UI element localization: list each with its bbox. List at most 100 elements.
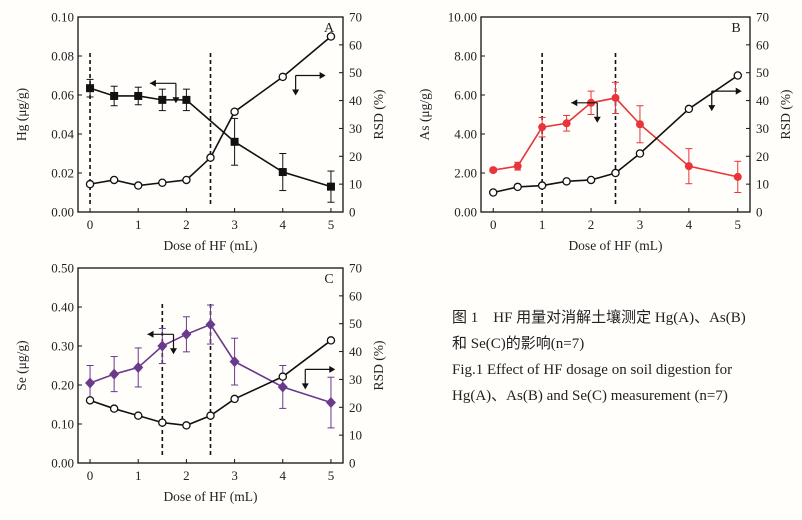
x-axis-label: Dose of HF (mL) — [568, 238, 662, 253]
data-point — [110, 91, 119, 100]
caption-en-line-1: Fig.1 Effect of HF dosage on soil digest… — [452, 362, 733, 378]
panel-label: A — [324, 21, 335, 36]
chart-panel-c: 0 1 2 3 4 5 0.00 0.10 0.20 0.30 0.40 0.50 0 10 20 30 40 5… — [14, 261, 386, 505]
left-axis-arrow — [147, 330, 177, 355]
data-point — [133, 411, 143, 420]
data-point — [562, 119, 571, 128]
y2-tick-label: 50 — [756, 65, 769, 80]
data-point — [635, 149, 645, 158]
x-tick-label: 0 — [87, 468, 94, 483]
panel-label: B — [731, 21, 740, 36]
data-point — [684, 162, 693, 171]
x-tick-label: 0 — [490, 217, 497, 232]
y2-tick-label: 10 — [349, 177, 362, 192]
data-point — [326, 336, 336, 345]
series-left-diamond — [85, 304, 336, 429]
y-tick-label: 8.00 — [454, 49, 477, 64]
data-point — [684, 104, 694, 114]
y2-tick-label: 30 — [756, 121, 769, 136]
chart-panel-a: 0 1 2 3 4 5 0.00 0.02 0.04 0.06 0.08 0.10 0 10 20 30 40 5… — [14, 10, 386, 254]
data-point — [109, 368, 120, 380]
caption-en-line-2: Hg(A)、As(B) and Se(C) measurement (n=7) — [452, 388, 728, 404]
data-point — [488, 188, 498, 197]
y2-tick-label: 0 — [756, 205, 763, 220]
data-point — [86, 84, 95, 93]
data-point — [562, 177, 571, 186]
data-point — [181, 328, 192, 340]
y2-tick-label: 20 — [349, 149, 362, 164]
data-point — [278, 72, 288, 82]
y2-tick-label: 20 — [349, 400, 362, 415]
caption-zh-line-1: 图 1 HF 用量对消解土壤测定 Hg(A)、As(B) — [452, 310, 746, 326]
x-axis-label: Dose of HF (mL) — [163, 489, 257, 504]
data-point — [278, 168, 287, 177]
x-axis-label: Dose of HF (mL) — [163, 238, 257, 253]
data-point — [326, 182, 335, 191]
data-point — [109, 404, 119, 413]
y-tick-label: 0.06 — [51, 88, 74, 103]
y-tick-label: 10.00 — [448, 10, 477, 25]
x-tick-label: 4 — [280, 468, 287, 483]
y2-tick-label: 70 — [349, 10, 362, 25]
data-point — [133, 361, 144, 373]
y-tick-label: 4.00 — [454, 127, 477, 142]
y2-axis-label: RSD (%) — [371, 90, 386, 140]
figure-caption: 图 1 HF 用量对消解土壤测定 Hg(A)、As(B) 和 Se(C)的影响(… — [452, 305, 797, 409]
y2-tick-label: 60 — [349, 37, 362, 52]
data-point — [538, 123, 547, 132]
right-axis-arrow — [292, 72, 326, 96]
right-axis-arrow — [708, 87, 742, 112]
left-axis-arrow — [149, 79, 180, 104]
y-axis-label: As (μg/g) — [417, 89, 432, 141]
y2-axis-label: RSD (%) — [371, 341, 386, 391]
y2-tick-label: 20 — [756, 149, 769, 164]
data-point — [611, 93, 620, 102]
x-tick-label: 1 — [539, 217, 546, 232]
panel-label: C — [324, 272, 333, 287]
data-point — [537, 181, 547, 190]
data-point — [157, 340, 168, 352]
y-tick-label: 0.08 — [51, 49, 74, 64]
data-point — [205, 319, 216, 331]
data-point — [611, 168, 620, 178]
x-tick-label: 1 — [135, 217, 142, 232]
x-tick-label: 3 — [637, 217, 644, 232]
x-tick-label: 2 — [183, 468, 190, 483]
y2-tick-label: 50 — [349, 316, 362, 331]
x-tick-label: 2 — [183, 217, 190, 232]
data-point — [278, 372, 288, 381]
data-point — [85, 396, 95, 405]
y-tick-label: 6.00 — [454, 88, 477, 103]
chart-panel-b: 0 1 2 3 4 5 0.00 2.00 4.00 6.00 8.00 10.00 0 10 20 30 40… — [417, 10, 793, 254]
data-point — [230, 394, 239, 404]
data-point — [158, 95, 167, 104]
x-tick-label: 5 — [735, 217, 742, 232]
y2-tick-label: 50 — [349, 65, 362, 80]
series-left-square — [86, 78, 335, 203]
data-point — [326, 32, 336, 41]
y-axis-label: Se (μg/g) — [14, 340, 29, 390]
data-point — [182, 175, 191, 185]
x-tick-label: 5 — [328, 468, 335, 483]
y2-tick-label: 60 — [756, 37, 769, 52]
y-tick-label: 0.20 — [51, 378, 74, 393]
data-point — [85, 377, 96, 389]
y-tick-label: 0.00 — [51, 456, 74, 471]
y-tick-label: 0.00 — [454, 205, 477, 220]
data-point — [230, 137, 239, 146]
y2-tick-label: 0 — [349, 205, 356, 220]
x-tick-label: 5 — [328, 217, 335, 232]
y2-tick-label: 40 — [756, 93, 769, 108]
plot-frame — [480, 16, 751, 213]
x-tick-label: 4 — [686, 217, 693, 232]
data-point — [733, 172, 742, 181]
y2-tick-label: 40 — [349, 344, 362, 359]
data-point — [229, 356, 240, 368]
y2-axis-label: RSD (%) — [778, 90, 793, 140]
data-point — [733, 71, 743, 80]
data-point — [586, 175, 596, 185]
right-axis-arrow — [301, 365, 336, 390]
y2-tick-label: 30 — [349, 121, 362, 136]
